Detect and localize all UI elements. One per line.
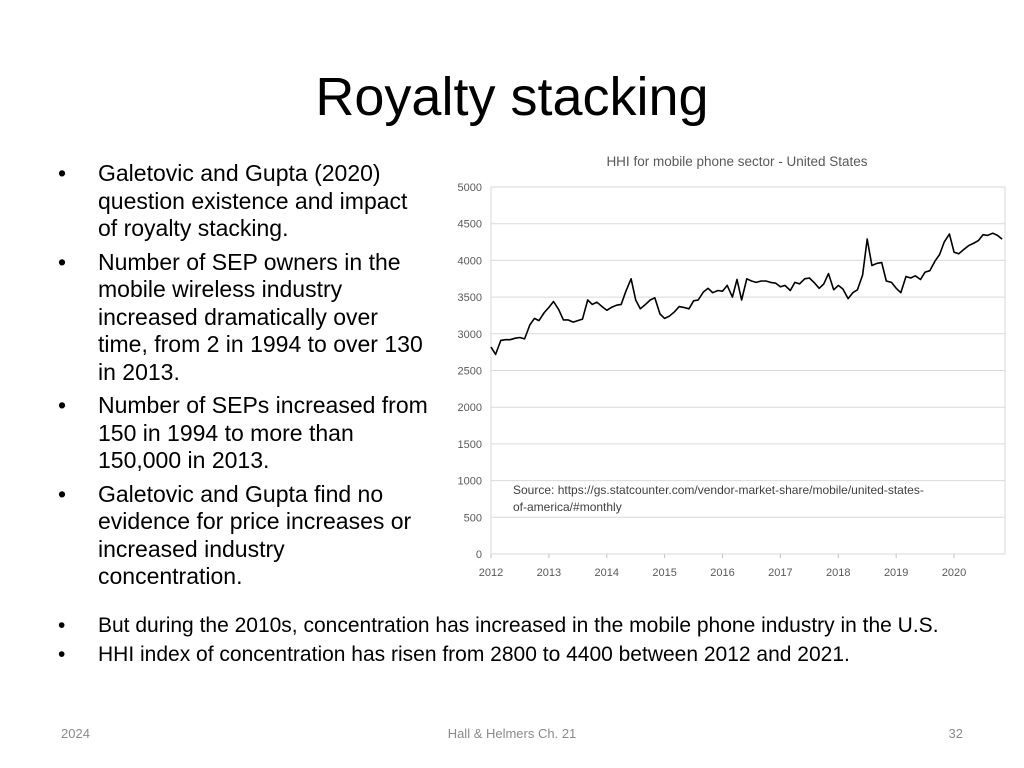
plot-area-border [490, 186, 1006, 555]
y-tick-label: 3000 [458, 329, 482, 341]
bullet-dot: • [58, 614, 66, 637]
chart-source-annotation: Source: https://gs.statcounter.com/vendo… [513, 483, 927, 514]
bullet-text: Galetovic and Gupta find no evidence for… [98, 480, 412, 590]
source-line-2: of-america/#monthly [513, 500, 622, 514]
x-tick-label: 2019 [884, 567, 908, 579]
y-tick-label: 4000 [458, 255, 482, 267]
bullet-item: • Number of SEPs increased from 150 in 1… [58, 392, 430, 475]
x-tick-label: 2018 [826, 567, 850, 579]
y-tick-label: 4500 [458, 219, 482, 231]
footer-center-text: Hall & Helmers Ch. 21 [447, 726, 577, 741]
y-tick-label: 5000 [458, 182, 482, 194]
y-tick-label: 500 [464, 512, 482, 524]
y-tick-label: 2000 [458, 402, 482, 414]
bullet-dot: • [58, 392, 67, 418]
bullet-text: But during the 2010s, concentration has … [98, 614, 939, 637]
x-tick-label: 2013 [537, 567, 561, 579]
y-tick-label: 3500 [458, 292, 482, 304]
bullet-text: HHI index of concentration has risen fro… [98, 643, 850, 666]
source-line-1: Source: https://gs.statcounter.com/vendo… [513, 483, 924, 497]
bullet-text: Number of SEP owners in the mobile wirel… [98, 248, 423, 385]
bullet-text: Number of SEPs increased from 150 in 199… [98, 392, 428, 473]
left-bullet-list: • Galetovic and Gupta (2020) question ex… [58, 160, 430, 597]
chart-title: HHI for mobile phone sector - United Sta… [606, 154, 867, 169]
x-tick-label: 2016 [710, 567, 734, 579]
x-tick-label: 2015 [652, 567, 676, 579]
y-tick-label: 2500 [458, 366, 482, 378]
bullet-item: • Number of SEP owners in the mobile wir… [58, 249, 430, 387]
x-axis-ticks: 2012 2013 2014 2015 2016 2017 2018 2019 2020 [479, 554, 966, 579]
bullet-item: • Galetovic and Gupta find no evidence f… [58, 481, 430, 591]
bullet-dot: • [58, 160, 67, 186]
hhi-line-chart: HHI for mobile phone sector - United Sta… [458, 154, 1006, 579]
bullet-dot: • [58, 643, 66, 666]
bullet-dot: • [58, 480, 67, 507]
x-tick-label: 2020 [942, 567, 966, 579]
x-tick-label: 2017 [768, 567, 792, 579]
hhi-series-line [490, 232, 1003, 356]
chart-gridlines [491, 186, 1005, 555]
bottom-bullet-list: • But during the 2010s, concentration ha… [58, 614, 1008, 672]
x-tick-label: 2012 [479, 567, 503, 579]
bullet-item: • Galetovic and Gupta (2020) question ex… [58, 160, 430, 243]
bullet-item: • HHI index of concentration has risen f… [58, 643, 1008, 667]
slide-title: Royalty stacking [315, 67, 709, 127]
bullet-text: Galetovic and Gupta (2020) question exis… [98, 160, 408, 241]
y-tick-label: 0 [476, 549, 482, 561]
bullet-item: • But during the 2010s, concentration ha… [58, 614, 1008, 638]
footer-page-number: 32 [948, 726, 963, 741]
y-axis-ticks: 0 500 1000 1500 2000 2500 3000 3500 4000 4500 5000 [458, 182, 482, 561]
y-tick-label: 1500 [458, 439, 482, 451]
footer-date: 2024 [61, 726, 90, 741]
bullet-dot: • [58, 248, 67, 275]
y-tick-label: 1000 [458, 476, 482, 488]
x-tick-label: 2014 [595, 567, 619, 579]
